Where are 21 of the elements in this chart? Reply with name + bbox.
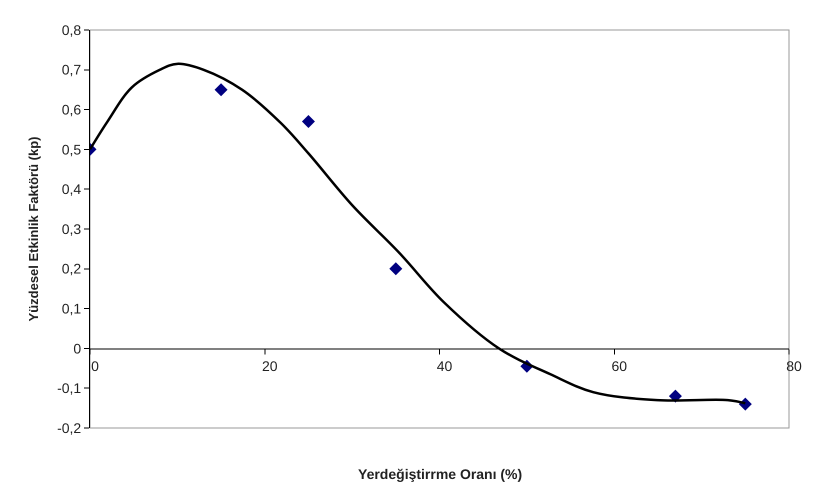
x-tick-label: 0 (91, 358, 100, 374)
y-tick-label: 0,4 (62, 181, 82, 198)
y-tick-label: 0,8 (62, 22, 82, 38)
x-tick-label: 40 (436, 358, 452, 374)
y-tick-label: 0,3 (62, 220, 82, 237)
point (214, 83, 228, 96)
y-tick-label: -0,2 (57, 420, 82, 436)
y-tick-label: 0,5 (62, 141, 82, 158)
point (302, 115, 315, 128)
y-tick-label: 0,2 (62, 260, 82, 277)
x-tick-label: 80 (786, 358, 802, 374)
x-tick-label: 60 (611, 358, 628, 374)
y-axis-title: Yüzdesel Etkinlik Faktörü (kp) (26, 136, 42, 322)
y-tick-label: -0,1 (57, 380, 82, 396)
y-tick-label: 0,7 (62, 62, 82, 78)
point (389, 262, 402, 276)
x-axis-title: Yerdeğiştirrme Oranı (%) (358, 466, 522, 482)
y-tick-label: 0,6 (62, 102, 82, 118)
x-tick-label: 20 (262, 358, 278, 374)
y-tick-label: 0 (73, 340, 82, 356)
y-tick-label: 0,1 (62, 300, 82, 316)
